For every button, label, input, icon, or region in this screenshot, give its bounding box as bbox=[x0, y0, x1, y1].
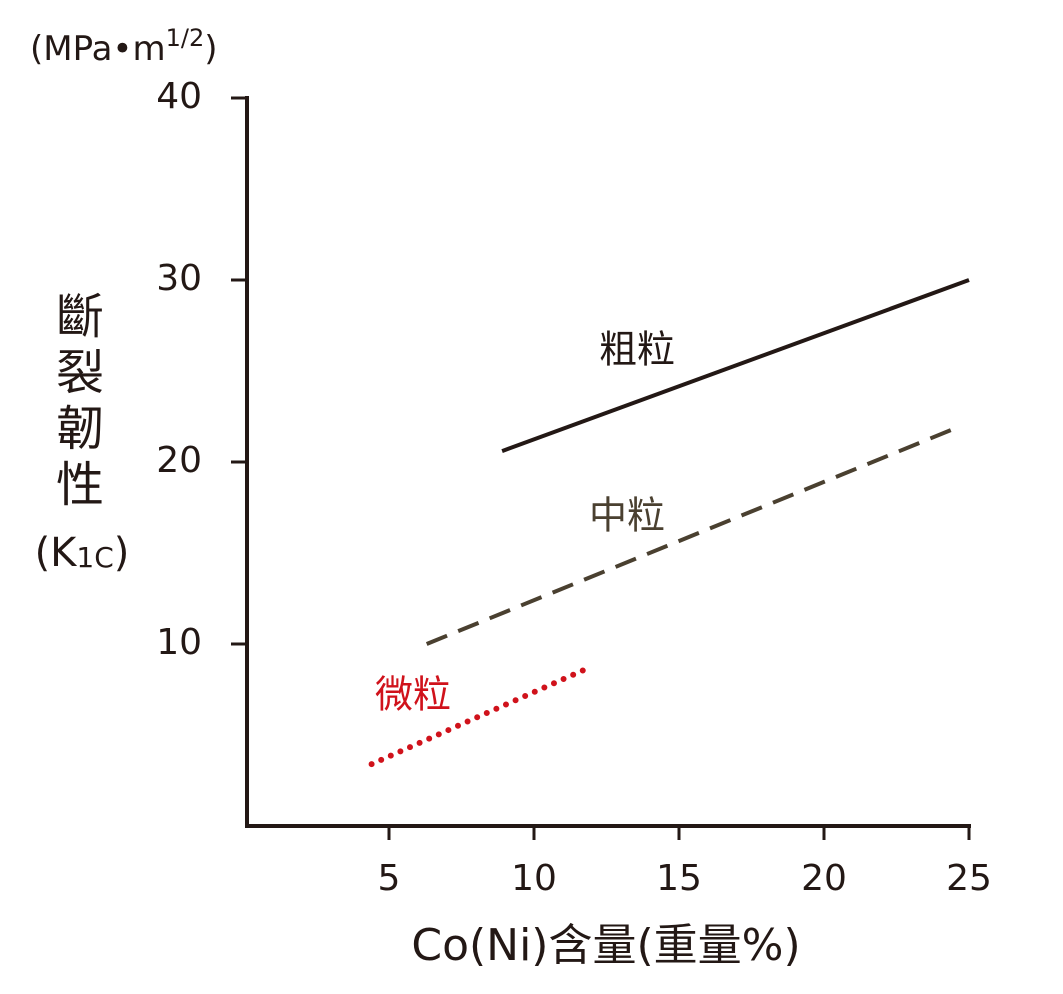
x-tick-label: 5 bbox=[378, 858, 401, 899]
x-axis-label: Co(Ni)含量(重量%) bbox=[411, 920, 800, 971]
x-tick-label: 25 bbox=[946, 858, 992, 899]
x-tick-label: 10 bbox=[511, 858, 557, 899]
text-part: 1/2 bbox=[166, 24, 205, 52]
text-part: ) bbox=[204, 29, 217, 69]
series-line bbox=[425, 425, 959, 646]
y-tick-label: 30 bbox=[156, 258, 202, 299]
text-part: (MPa•m bbox=[30, 29, 166, 69]
y-axis-label-sub: (K1C) bbox=[35, 530, 130, 576]
series-line bbox=[501, 278, 970, 453]
y-axis-label: 斷裂韌性 bbox=[56, 289, 104, 513]
y-unit: (MPa•m1/2) bbox=[30, 24, 217, 68]
text-part: (K bbox=[35, 530, 79, 576]
y-tick-label: 20 bbox=[156, 440, 202, 481]
series-label: 粗粒 bbox=[599, 328, 675, 372]
x-tick-label: 20 bbox=[801, 858, 847, 899]
y-tick-label: 40 bbox=[156, 76, 202, 117]
text-part: ) bbox=[114, 530, 130, 576]
x-tick-label: 15 bbox=[656, 858, 702, 899]
series-label: 中粒 bbox=[589, 494, 665, 538]
y-tick-label: 10 bbox=[156, 622, 202, 663]
series-line bbox=[368, 664, 593, 768]
text-part: 1C bbox=[76, 541, 113, 574]
series-label: 微粒 bbox=[375, 673, 451, 717]
